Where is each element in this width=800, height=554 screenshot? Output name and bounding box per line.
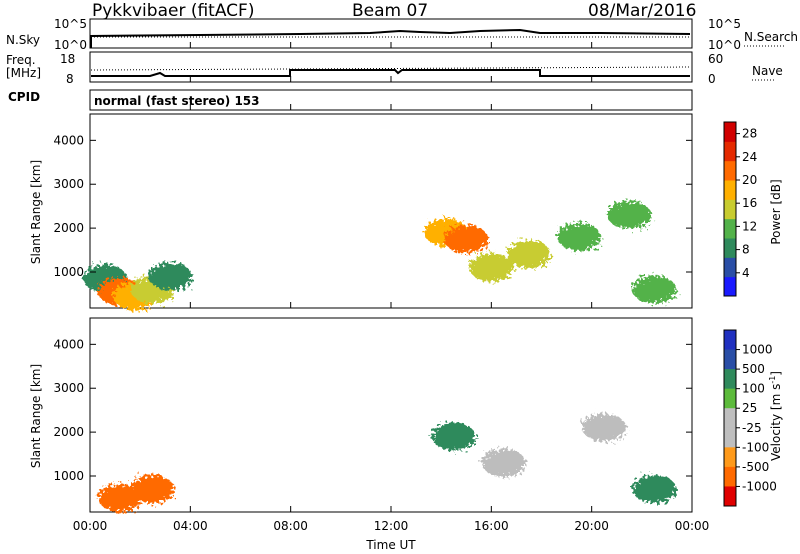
velocity-colorbar-segment [724,330,736,351]
velocity-colorbar-segment [724,408,736,429]
power-colorbar-segment [724,257,736,278]
power-ylabel: Slant Range [km] [29,160,43,264]
x-tick-label-0: 00:00 [73,519,108,533]
velocity-echo-1 [130,475,175,504]
velocity-colorbar-tick-label-3: 25 [742,401,757,415]
power-colorbar-label: Power [dB] [769,179,783,244]
power-colorbar-segment [724,238,736,258]
velocity-colorbar-segment [724,369,736,390]
x-tick-label-4: 16:00 [474,519,509,533]
velocity-colorbar-tick-label-5: -100 [742,440,769,454]
freq-unit-label: [MHz] [6,66,42,80]
power-colorbar-segment [724,218,736,239]
freq-tick-low: 8 [66,72,74,86]
station-title: Pykkvibaer (fitACF) [92,1,255,21]
power-colorbar-tick-label-2: 12 [742,219,757,233]
velocity-colorbar-tick-label-4: -25 [742,421,762,435]
velocity-colorbar-segment [724,486,736,507]
velocity-colorbar-tick-label-6: -500 [742,460,769,474]
x-tick-label-2: 08:00 [273,519,308,533]
velocity-echo-4 [582,413,627,442]
noise-right-tick-bottom: 10^0 [708,38,741,52]
x-tick-label-3: 12:00 [374,519,409,533]
velocity-colorbar-segment [724,447,736,468]
velocity-colorbar-segment [724,388,736,409]
power-colorbar-segment [724,199,736,220]
power-echo-11 [632,275,677,304]
velocity-echo-2 [431,422,476,451]
cpid-label: CPID [8,90,41,104]
y-tick-label-0-1: 2000 [53,221,84,235]
nsearch-label: N.Search [744,30,799,44]
power-colorbar-tick-label-0: 4 [742,266,750,280]
y-tick-label-1-2: 3000 [53,381,84,395]
velocity-colorbar-segment [724,427,736,448]
noise-right-tick-top: 10^5 [708,17,741,31]
power-colorbar-tick-label-5: 24 [742,150,757,164]
x-tick-label-6: 00:00 [675,519,710,533]
power-colorbar-tick-label-1: 8 [742,243,750,257]
velocity-echo-5 [632,475,677,504]
y-tick-label-0-3: 4000 [53,133,84,147]
power-echo-4 [148,262,193,291]
y-tick-label-1-0: 1000 [53,469,84,483]
velocity-colorbar: 1000 500 100 25 -25 -100 -500 -1000 [723,329,777,507]
freq-tick-high: 18 [60,52,76,66]
power-colorbar: 4 8 12 16 20 24 28 [723,121,757,297]
power-echo-8 [506,240,551,269]
velocity-ylabel: Slant Range [km] [29,364,43,468]
nsky-trace [90,28,691,48]
velocity-colorbar-frame [723,329,737,507]
power-panel-frame [89,113,693,309]
power-echo-9 [557,222,602,251]
power-echo-10 [607,200,652,229]
velocity-colorbar-tick-label-0: 1000 [742,343,773,357]
power-echo-6 [444,225,489,254]
nave-tick-low: 0 [708,72,716,86]
x-tick-label-1: 04:00 [173,519,208,533]
velocity-echo-3 [481,448,526,477]
y-tick-label-1-3: 4000 [53,337,84,351]
velocity-colorbar-segment [724,349,736,370]
velocity-colorbar-tick-label-2: 100 [742,382,765,396]
power-colorbar-segment [724,160,736,181]
power-echo-7 [469,253,514,282]
power-colorbar-tick-label-6: 28 [742,127,757,141]
velocity-panel: 1000 2000 3000 4000 Slant Range [km] [29,317,693,513]
velocity-colorbar-tick-label-1: 500 [742,362,765,376]
nsky-label: N.Sky [6,33,41,47]
nave-tick-high: 60 [708,52,724,66]
x-axis-label: Time UT [365,538,416,552]
velocity-colorbar-tick-label-7: -1000 [742,479,777,493]
velocity-panel-frame [89,317,693,513]
noise-tick-top: 10^5 [54,17,87,31]
power-colorbar-tick-label-3: 16 [742,196,757,210]
power-colorbar-segment [724,122,736,142]
y-tick-label-1-1: 2000 [53,425,84,439]
freq-label: Freq. [6,53,36,67]
power-colorbar-tick-label-4: 20 [742,173,757,187]
nave-trace [90,66,691,71]
power-panel: 1000 2000 3000 4000 Slant Range [km] [29,113,693,311]
power-colorbar-frame [723,121,737,297]
y-tick-label-0-2: 3000 [53,177,84,191]
velocity-colorbar-label: Velocity [m s-1] [768,371,783,461]
power-colorbar-segment [724,276,736,297]
power-colorbar-segment [724,180,736,200]
cpid-value: normal (fast stereo) 153 [94,94,260,108]
beam-title: Beam 07 [352,1,429,21]
velocity-colorbar-segment [724,466,736,487]
nave-label: Nave [752,64,783,78]
y-tick-label-0-0: 1000 [53,265,84,279]
power-colorbar-segment [724,141,736,162]
freq-trace [91,69,690,77]
date-title: 08/Mar/2016 [588,1,697,21]
x-tick-label-5: 20:00 [574,519,609,533]
noise-tick-bottom: 10^0 [54,38,87,52]
